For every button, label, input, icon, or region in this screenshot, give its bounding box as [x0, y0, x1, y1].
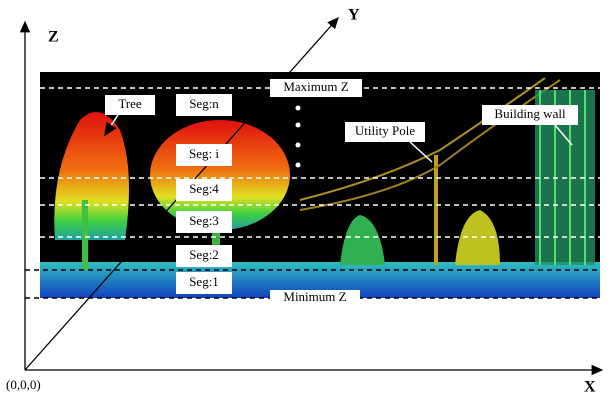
tree-label: Tree: [118, 96, 142, 111]
min-z-label: Minimum Z: [283, 289, 346, 304]
z-axis-label: Z: [48, 29, 59, 46]
segment-label: Seg:3: [189, 213, 219, 228]
segment-label: Seg:1: [189, 274, 219, 289]
segment-label: Seg: i: [189, 146, 219, 161]
y-axis-label: Y: [348, 7, 360, 24]
diagram: Z Y X (0,0,0) Maximum Z Minimum Z Tree U…: [0, 0, 611, 397]
segment-label: Seg:2: [189, 247, 219, 262]
max-z-label: Maximum Z: [283, 79, 348, 94]
pole-label: Utility Pole: [355, 123, 416, 138]
x-axis-label: X: [584, 379, 596, 396]
segment-label: Seg:n: [189, 96, 219, 111]
wall-label: Building wall: [494, 106, 566, 121]
segment-label: Seg:4: [189, 181, 219, 196]
origin-label: (0,0,0): [6, 377, 41, 392]
